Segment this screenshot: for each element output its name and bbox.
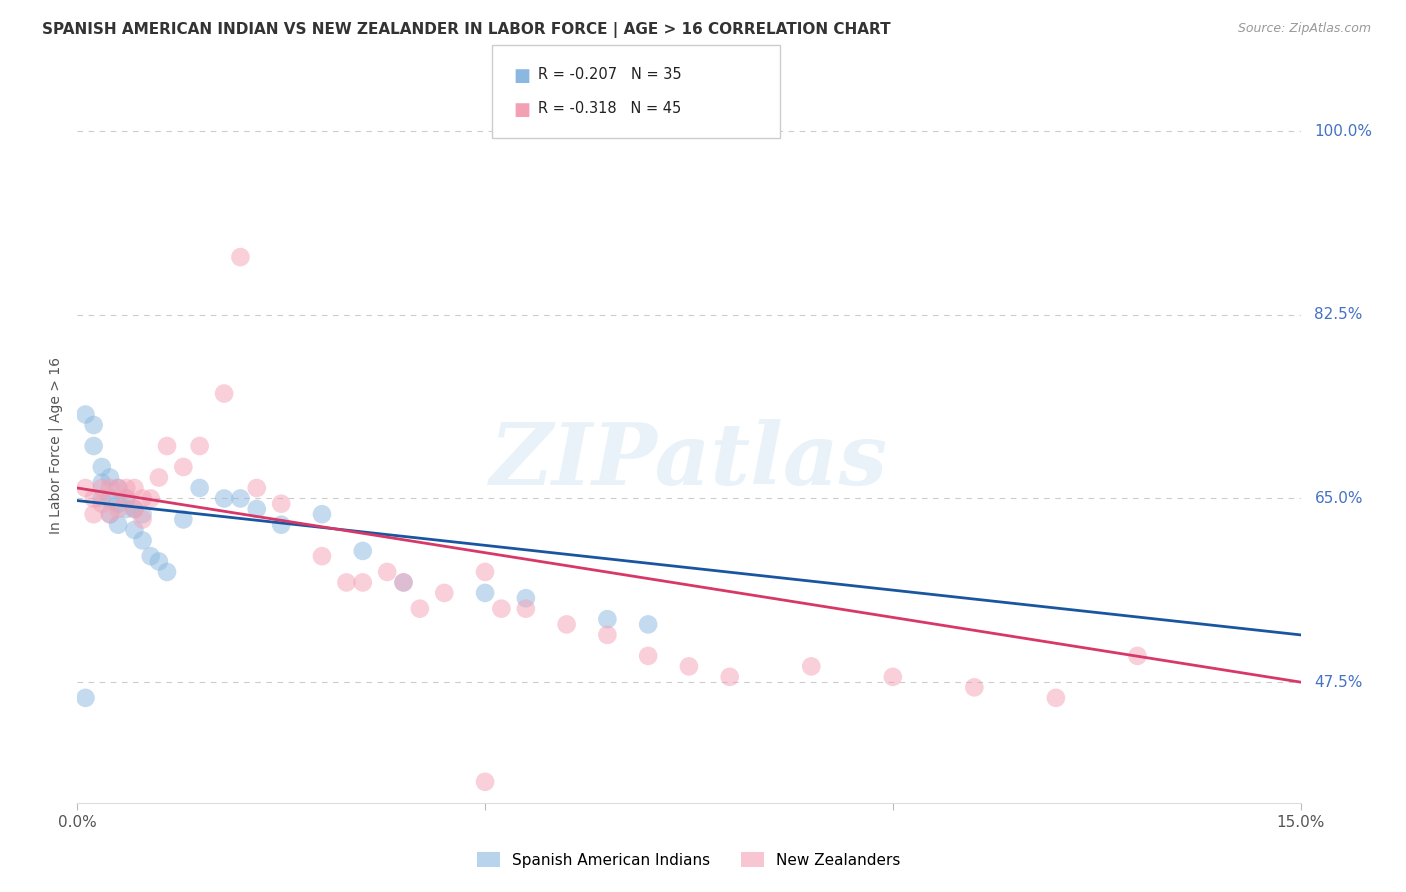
Point (107, 502, 129, 516)
Legend: Spanish American Indians, New Zealanders: Spanish American Indians, New Zealanders (471, 846, 907, 873)
Point (246, 502, 269, 516)
Point (392, 575, 415, 590)
Point (433, 586, 456, 600)
Point (83, 417, 105, 432)
Point (596, 628, 619, 642)
Text: 82.5%: 82.5% (1315, 308, 1362, 322)
Text: SPANISH AMERICAN INDIAN VS NEW ZEALANDER IN LABOR FORCE | AGE > 16 CORRELATION C: SPANISH AMERICAN INDIAN VS NEW ZEALANDER… (42, 22, 891, 38)
Point (75, 408, 97, 422)
Point (98, 507, 121, 521)
Point (156, 439, 179, 453)
Point (131, 507, 153, 521)
Point (246, 481, 269, 495)
Point (718, 670, 741, 684)
Text: R = -0.207   N = 35: R = -0.207 N = 35 (538, 67, 682, 82)
Point (555, 617, 578, 632)
Point (352, 575, 374, 590)
Y-axis label: In Labor Force | Age > 16: In Labor Force | Age > 16 (49, 358, 63, 534)
Point (188, 481, 211, 495)
Point (515, 591, 537, 606)
Point (90, 497, 112, 511)
Point (98, 481, 121, 495)
Point (98, 491, 121, 506)
Point (115, 491, 138, 506)
Text: ZIPatlas: ZIPatlas (489, 418, 889, 502)
Point (800, 659, 823, 673)
Point (124, 481, 146, 495)
Text: ■: ■ (513, 101, 530, 119)
Point (139, 549, 162, 564)
Point (270, 517, 292, 532)
Point (115, 491, 138, 506)
Text: R = -0.318   N = 45: R = -0.318 N = 45 (538, 101, 682, 116)
Point (474, 565, 496, 579)
Point (637, 648, 659, 663)
Point (83, 491, 105, 506)
Point (115, 502, 138, 516)
Point (131, 512, 153, 526)
Point (83, 439, 105, 453)
Point (83, 507, 105, 521)
Point (1126, 648, 1149, 663)
Point (98, 507, 121, 521)
Point (107, 497, 129, 511)
Point (75, 690, 97, 705)
Point (148, 470, 170, 484)
Point (515, 601, 537, 615)
Text: 47.5%: 47.5% (1315, 674, 1362, 690)
Point (882, 670, 904, 684)
Point (90, 460, 112, 475)
Point (270, 497, 292, 511)
Point (474, 586, 496, 600)
Text: Source: ZipAtlas.com: Source: ZipAtlas.com (1237, 22, 1371, 36)
Point (107, 481, 129, 495)
Point (311, 507, 333, 521)
Point (139, 491, 162, 506)
Text: 100.0%: 100.0% (1315, 124, 1372, 138)
Point (311, 549, 333, 564)
Text: 65.0%: 65.0% (1315, 491, 1362, 506)
Point (678, 659, 700, 673)
Point (107, 517, 129, 532)
Point (596, 612, 619, 626)
Point (352, 544, 374, 558)
Text: ■: ■ (513, 67, 530, 85)
Point (90, 491, 112, 506)
Point (212, 386, 235, 401)
Point (131, 491, 153, 506)
Point (156, 565, 179, 579)
Point (229, 491, 252, 506)
Point (131, 533, 153, 548)
Point (474, 774, 496, 789)
Point (1045, 690, 1067, 705)
Point (124, 502, 146, 516)
Point (491, 601, 513, 615)
Point (148, 554, 170, 568)
Point (124, 502, 146, 516)
Point (188, 439, 211, 453)
Point (963, 681, 986, 695)
Point (212, 491, 235, 506)
Point (172, 460, 194, 475)
Point (98, 470, 121, 484)
Point (90, 481, 112, 495)
Point (124, 523, 146, 537)
Point (229, 250, 252, 264)
Point (392, 575, 415, 590)
Point (375, 565, 398, 579)
Point (90, 475, 112, 490)
Point (409, 601, 432, 615)
Point (335, 575, 357, 590)
Point (115, 481, 138, 495)
Point (172, 512, 194, 526)
Point (107, 481, 129, 495)
Point (75, 481, 97, 495)
Point (637, 617, 659, 632)
